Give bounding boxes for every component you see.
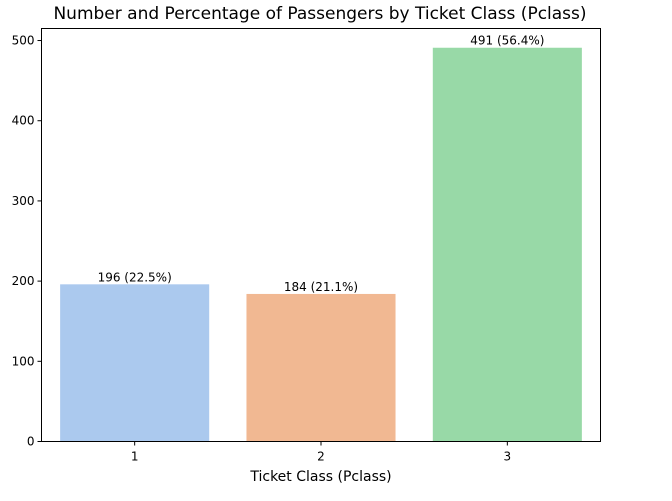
y-tick-label: 100	[12, 354, 35, 368]
bar-class-2	[246, 293, 396, 442]
plot-frame	[41, 28, 601, 442]
x-tick-label: 1	[131, 450, 139, 464]
data-labels-group: 196 (22.5%) 184 (21.1%) 491 (56.4%)	[98, 34, 545, 294]
y-tick-label: 500	[12, 34, 35, 48]
chart-title: Number and Percentage of Passengers by T…	[53, 4, 586, 24]
bar-data-label: 491 (56.4%)	[470, 34, 544, 48]
x-axis: 1 2 3	[131, 441, 512, 464]
x-tick-label: 3	[504, 450, 512, 464]
x-tick-label: 2	[317, 450, 325, 464]
y-tick-label: 300	[12, 194, 35, 208]
bar-class-1	[60, 284, 210, 442]
y-axis: 0 100 200 300 400 500	[12, 34, 42, 449]
x-axis-label: Ticket Class (Pclass)	[249, 469, 391, 485]
bar-class-3	[432, 47, 582, 442]
bar-data-label: 184 (21.1%)	[284, 280, 358, 294]
y-tick-label: 400	[12, 114, 35, 128]
bars-group	[60, 47, 582, 442]
y-tick-label: 200	[12, 274, 35, 288]
y-tick-label: 0	[27, 435, 35, 449]
bar-data-label: 196 (22.5%)	[98, 270, 172, 284]
